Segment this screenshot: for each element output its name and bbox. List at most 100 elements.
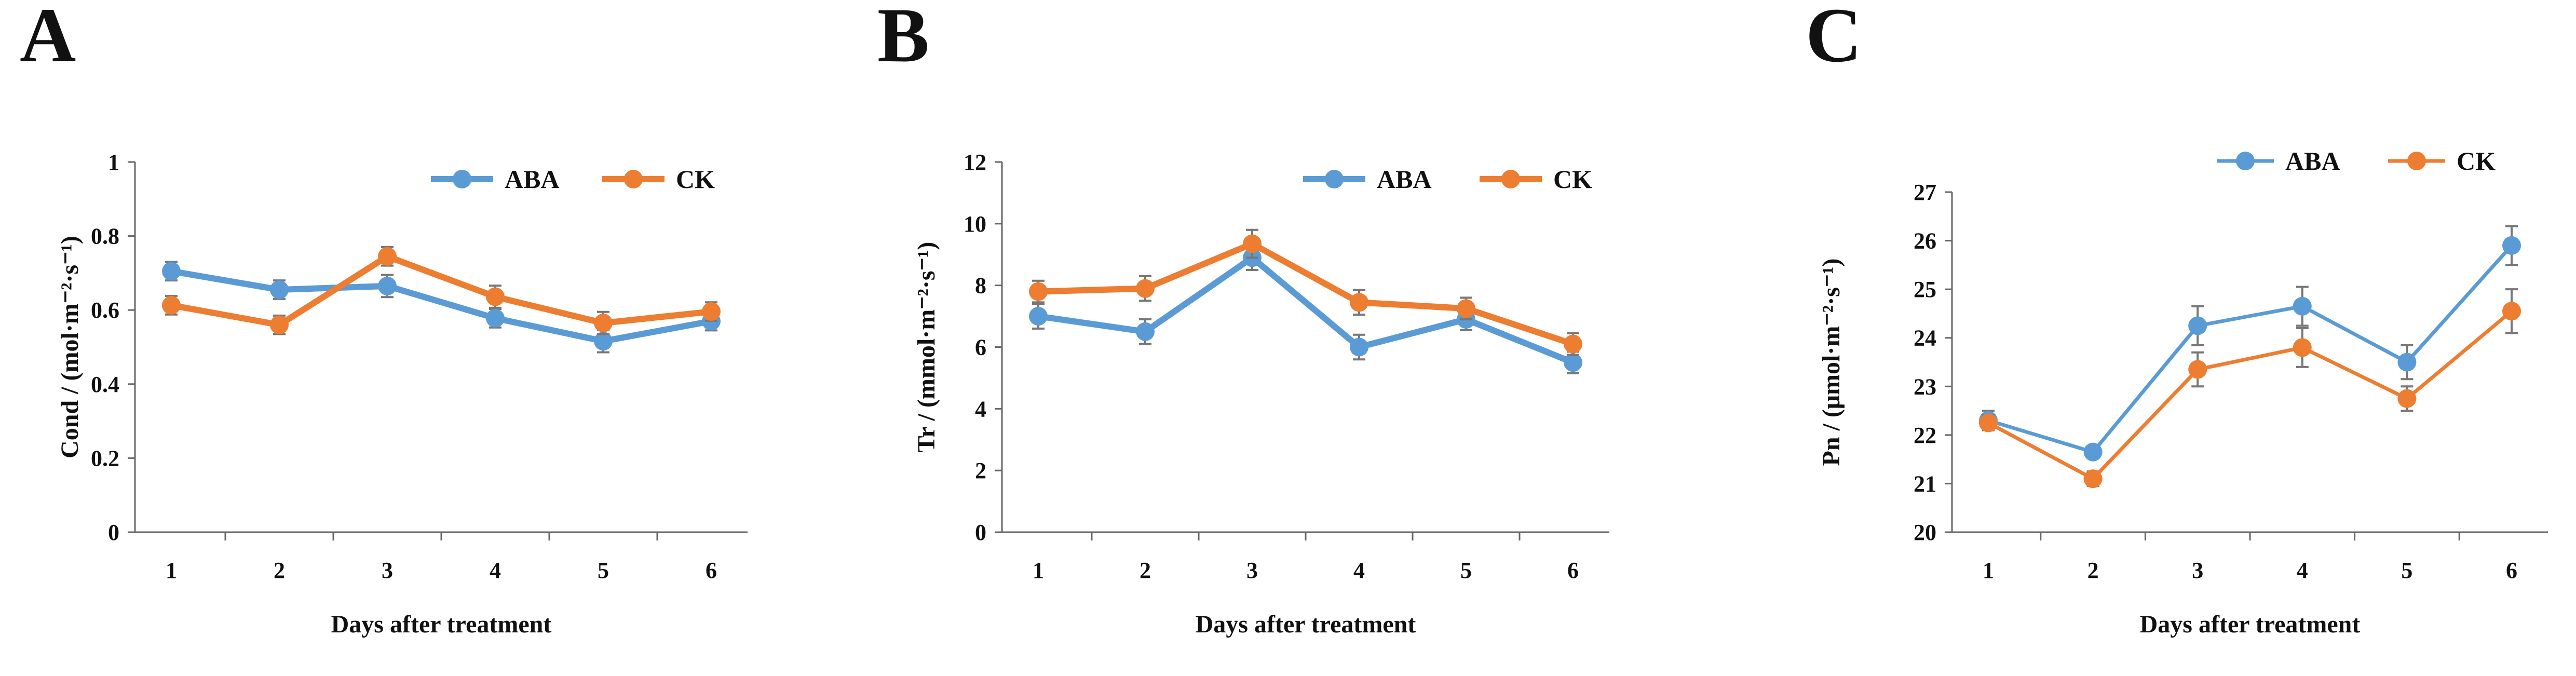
data-point <box>270 315 289 334</box>
y-tick-label: 1 <box>108 150 119 175</box>
data-point <box>1457 299 1475 318</box>
legend-ck: CK <box>1480 165 1592 194</box>
series-aba <box>1979 225 2521 462</box>
x-tick-label: 4 <box>490 558 501 583</box>
data-point <box>2397 353 2417 372</box>
y-tick-label: 8 <box>975 273 986 299</box>
y-tick-label: 0.6 <box>91 298 119 323</box>
legend-aba: ABA <box>1303 165 1432 194</box>
series-aba <box>1029 244 1582 375</box>
series-line <box>1038 254 1575 366</box>
legend-label: ABA <box>1377 165 1432 194</box>
data-point <box>2502 302 2521 321</box>
panel-letter: C <box>1806 0 1862 78</box>
legend-marker <box>2236 152 2255 170</box>
legend-ck: CK <box>602 165 715 194</box>
legend-aba: ABA <box>2217 146 2340 175</box>
y-tick-label: 23 <box>1914 374 1936 399</box>
panel-letter: B <box>877 0 929 78</box>
data-point <box>486 308 505 328</box>
x-tick-label: 3 <box>2192 558 2203 583</box>
legend-ck: CK <box>2388 146 2496 175</box>
series-line <box>170 253 712 328</box>
y-axis-title: Cond / (mol·m⁻²·s⁻¹) <box>56 236 84 458</box>
y-tick-label: 2 <box>975 458 986 483</box>
x-tick-label: 1 <box>1033 558 1044 583</box>
data-point <box>2293 296 2312 316</box>
x-tick-label: 1 <box>166 558 177 583</box>
legend-marker <box>1501 170 1520 188</box>
y-tick-label: 6 <box>975 335 986 360</box>
x-tick-label: 6 <box>706 558 717 583</box>
x-tick-label: 6 <box>2506 558 2517 583</box>
data-point <box>1136 279 1155 298</box>
y-axis-title: Tr / (mmol·m⁻²·s⁻¹) <box>913 242 940 453</box>
x-tick-label: 5 <box>1460 558 1472 583</box>
series-ck <box>1979 288 2521 489</box>
x-tick-label: 3 <box>382 558 393 583</box>
legend-label: CK <box>676 165 715 194</box>
legend-label: CK <box>2457 146 2496 175</box>
series-line <box>1987 244 2513 454</box>
legend-label: ABA <box>505 165 560 194</box>
y-tick-label: 12 <box>964 150 986 175</box>
y-tick-label: 0.4 <box>91 372 119 397</box>
legend-marker <box>1325 170 1344 188</box>
x-tick-label: 1 <box>1983 558 1994 583</box>
series-ck <box>162 246 721 335</box>
data-point <box>2083 442 2103 462</box>
legend-marker <box>453 170 471 188</box>
legend-marker <box>2407 152 2426 170</box>
y-tick-label: 21 <box>1914 471 1936 496</box>
data-point <box>2502 236 2521 255</box>
x-tick-label: 5 <box>2401 558 2412 583</box>
data-point <box>162 262 181 281</box>
y-tick-label: 26 <box>1914 228 1936 254</box>
y-tick-label: 0 <box>975 520 986 545</box>
y-tick-label: 24 <box>1914 326 1936 351</box>
y-tick-label: 4 <box>975 396 986 422</box>
legend-label: CK <box>1553 165 1592 194</box>
y-tick-label: 25 <box>1914 277 1936 302</box>
data-point <box>702 302 721 321</box>
data-point <box>270 280 289 299</box>
data-point <box>2293 338 2312 357</box>
data-point <box>378 276 397 295</box>
legend-marker <box>624 170 643 188</box>
legend-aba: ABA <box>431 165 560 194</box>
data-point <box>1564 334 1582 354</box>
data-point <box>1136 322 1155 341</box>
x-tick-label: 4 <box>2297 558 2308 583</box>
data-point <box>1029 307 1048 326</box>
x-tick-label: 4 <box>1353 558 1365 583</box>
data-point <box>1979 413 1998 432</box>
data-point <box>2188 316 2207 335</box>
data-point <box>2083 469 2103 489</box>
data-point <box>378 247 397 266</box>
data-point <box>486 287 505 306</box>
data-point <box>2188 360 2207 379</box>
x-axis-title: Days after treatment <box>331 611 552 638</box>
x-tick-label: 2 <box>2087 558 2099 583</box>
y-tick-label: 0.8 <box>91 224 119 249</box>
x-tick-label: 2 <box>274 558 285 583</box>
y-tick-label: 0 <box>108 520 119 545</box>
data-point <box>594 332 613 351</box>
y-tick-label: 10 <box>964 211 986 237</box>
x-tick-label: 5 <box>598 558 609 583</box>
legend-label: ABA <box>2285 146 2340 175</box>
series-line <box>170 268 712 345</box>
x-tick-label: 6 <box>1567 558 1579 583</box>
x-axis-title: Days after treatment <box>2140 611 2361 638</box>
y-axis-title: Pn / (μmol·m⁻²·s⁻¹) <box>1818 259 1845 466</box>
data-point <box>1564 353 1582 372</box>
data-point <box>162 295 181 315</box>
data-point <box>594 314 613 333</box>
series-line <box>1987 309 2513 481</box>
series-ck <box>1029 228 1582 356</box>
y-tick-label: 27 <box>1914 180 1936 205</box>
series-line <box>1038 240 1574 347</box>
